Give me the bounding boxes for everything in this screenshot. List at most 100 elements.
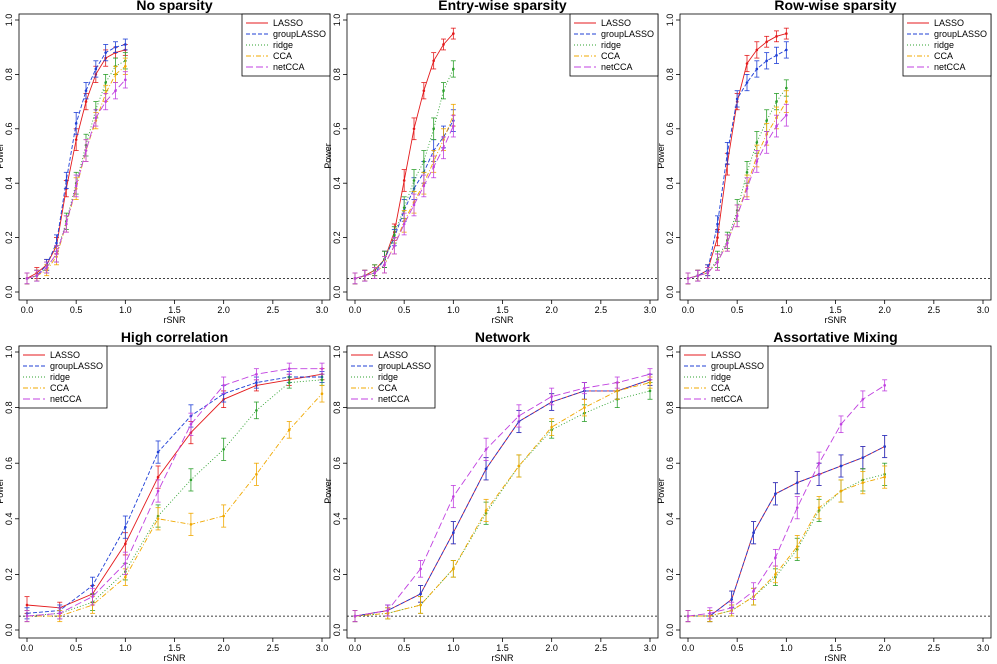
data-point (745, 62, 749, 65)
data-point (383, 263, 386, 267)
data-point (795, 545, 799, 548)
x-tick-label: 2.5 (595, 643, 608, 653)
legend-box (346, 345, 436, 409)
legend-label: CCA (378, 383, 397, 393)
series-line (688, 473, 885, 617)
x-tick-label: 0.0 (349, 305, 362, 315)
y-tick-label: 0.8 (4, 401, 14, 414)
x-tick-label: 2.0 (217, 643, 230, 653)
series-ridge (352, 382, 653, 623)
series-netCCA (24, 71, 128, 285)
data-point (393, 244, 396, 248)
x-tick-label: 1.0 (447, 643, 460, 653)
series-groupLASSO (685, 434, 888, 623)
series-netCCA (685, 379, 888, 623)
y-tick-label: 0.4 (4, 513, 14, 526)
data-point (765, 141, 768, 144)
series-LASSO (685, 434, 888, 623)
data-point (752, 589, 755, 593)
series-CCA (24, 384, 325, 623)
data-point (402, 222, 406, 226)
chart-panel-1: No sparsity 0.0 0.5 1.0 1.5 2.0 2.5 3.0 rSNR 0.0 0… (0, 0, 331, 325)
data-point (114, 45, 117, 49)
series-line (687, 101, 787, 279)
data-point (745, 187, 749, 190)
data-point (648, 389, 652, 393)
data-point (883, 384, 886, 387)
data-point (765, 59, 768, 63)
y-tick-label: 0.6 (4, 123, 14, 136)
series-line (26, 373, 323, 609)
legend-label: LASSO (273, 18, 303, 28)
data-point (255, 473, 258, 476)
y-tick-label: 0.6 (332, 457, 342, 470)
data-point (817, 461, 821, 465)
y-tick-label: 0.2 (4, 568, 14, 581)
series-line (687, 33, 787, 279)
y-tick-label: 0.2 (4, 231, 14, 244)
legend-label: ridge (50, 372, 70, 382)
data-point (432, 59, 435, 63)
data-point (386, 609, 390, 612)
x-tick-label: 0.0 (682, 643, 695, 653)
data-point (583, 386, 586, 390)
legend-label: netCCA (601, 62, 633, 72)
data-point (755, 160, 759, 163)
data-point (91, 584, 94, 587)
y-tick-label: 1.0 (332, 346, 342, 359)
x-tick-label: 1.5 (168, 643, 181, 653)
series-CCA (352, 376, 653, 623)
x-tick-label: 2.0 (545, 643, 558, 653)
x-tick-label: 0.5 (398, 643, 411, 653)
data-point (452, 567, 455, 571)
data-point (735, 214, 739, 218)
y-tick-label: 0.4 (332, 513, 342, 526)
data-point (124, 542, 127, 546)
series-line (688, 476, 885, 617)
series-netCCA (24, 362, 325, 623)
data-point (156, 517, 160, 521)
data-point (452, 32, 455, 35)
data-point (745, 81, 749, 84)
y-tick-label: 0.0 (332, 286, 342, 299)
data-point (104, 100, 107, 103)
series-line (26, 44, 126, 279)
data-point (785, 48, 788, 52)
x-tick-label: 1.5 (168, 305, 181, 315)
data-point (708, 612, 712, 615)
data-point (861, 397, 865, 401)
data-point (422, 89, 426, 93)
data-point (686, 614, 690, 618)
chart-panel-4: High correlation 0.0 0.5 1.0 1.5 2.0 2.5 3.0 rSN… (0, 329, 331, 663)
data-point (432, 127, 435, 131)
series-netCCA (685, 103, 789, 285)
data-point (774, 556, 777, 560)
data-point (74, 122, 78, 125)
data-point (419, 567, 422, 571)
series-CCA (352, 103, 456, 285)
legend-label: netCCA (273, 62, 305, 72)
x-axis-label: rSNR (492, 315, 514, 325)
legend-label: ridge (378, 372, 398, 382)
y-tick-label: 0.8 (665, 68, 675, 81)
y-tick-label: 0.0 (665, 286, 675, 299)
x-axis-label: rSNR (825, 653, 847, 663)
y-axis-label: Power (656, 143, 666, 169)
data-point (402, 179, 406, 182)
legend-box (902, 13, 992, 77)
data-point (752, 531, 755, 534)
data-point (412, 127, 416, 131)
data-point (104, 51, 107, 54)
legend-label: ridge (934, 40, 954, 50)
data-point (696, 274, 700, 277)
series-line (26, 379, 323, 617)
data-point (452, 124, 455, 128)
legend-box (569, 13, 659, 77)
x-tick-label: 0.5 (731, 305, 744, 315)
y-tick-label: 0.2 (665, 568, 675, 581)
y-tick-label: 0.0 (4, 286, 14, 299)
